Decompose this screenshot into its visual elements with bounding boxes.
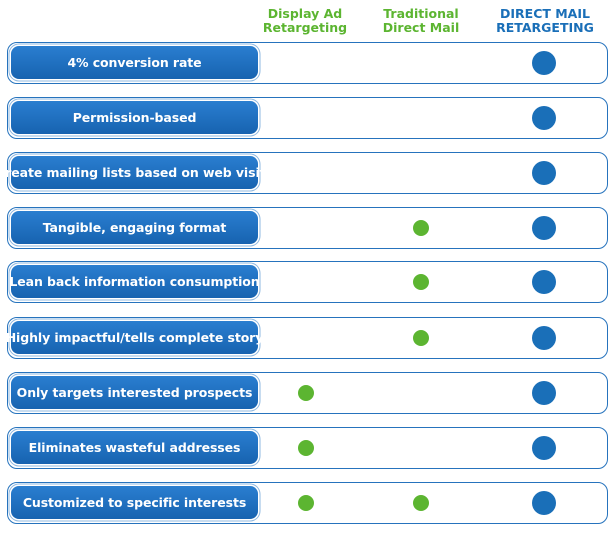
comparison-row: Only targets interested prospects (7, 372, 608, 414)
comparison-row: Lean back information consumption (7, 261, 608, 303)
direct-mail-retargeting-check-dot (532, 326, 556, 350)
direct-mail-retargeting-check-dot (532, 106, 556, 130)
column-header-line: Retargeting (262, 20, 348, 35)
feature-label: Create mailing lists based on web visits (0, 156, 273, 189)
traditional-check-dot (413, 220, 429, 236)
column-header-display-ad: Display Ad Retargeting (255, 7, 355, 35)
feature-label: Tangible, engaging format (11, 211, 258, 244)
direct-mail-retargeting-check-dot (532, 491, 556, 515)
traditional-check-dot (413, 274, 429, 290)
column-header-line: DIRECT MAIL (500, 6, 590, 21)
display-ad-check-dot (298, 385, 314, 401)
feature-label: Lean back information consumption (9, 265, 260, 298)
display-ad-check-dot (298, 495, 314, 511)
comparison-row: Customized to specific interests (7, 482, 608, 524)
display-ad-check-dot (298, 440, 314, 456)
comparison-row: 4% conversion rate (7, 42, 608, 84)
direct-mail-retargeting-check-dot (532, 51, 556, 75)
feature-label: Eliminates wasteful addresses (11, 431, 258, 464)
direct-mail-retargeting-check-dot (532, 436, 556, 460)
column-header-traditional: Traditional Direct Mail (371, 7, 471, 35)
direct-mail-retargeting-check-dot (532, 270, 556, 294)
traditional-check-dot (413, 495, 429, 511)
comparison-row: Tangible, engaging format (7, 207, 608, 249)
column-header-line: RETARGETING (496, 20, 594, 35)
column-header-line: Direct Mail (382, 20, 460, 35)
feature-label: Only targets interested prospects (11, 376, 258, 409)
comparison-row: Highly impactful/tells complete story (6, 317, 608, 359)
comparison-row: Eliminates wasteful addresses (7, 427, 608, 469)
comparison-row: Create mailing lists based on web visits (0, 152, 608, 194)
feature-label: 4% conversion rate (11, 46, 258, 79)
feature-label: Permission-based (11, 101, 258, 134)
direct-mail-retargeting-check-dot (532, 216, 556, 240)
column-header-direct-mail-retargeting: DIRECT MAIL RETARGETING (491, 7, 599, 35)
column-header-line: Display Ad (267, 6, 343, 21)
direct-mail-retargeting-check-dot (532, 161, 556, 185)
column-header-line: Traditional (383, 6, 459, 21)
feature-label: Customized to specific interests (11, 486, 258, 519)
direct-mail-retargeting-check-dot (532, 381, 556, 405)
comparison-row: Permission-based (7, 97, 608, 139)
traditional-check-dot (413, 330, 429, 346)
feature-label: Highly impactful/tells complete story (6, 321, 263, 354)
